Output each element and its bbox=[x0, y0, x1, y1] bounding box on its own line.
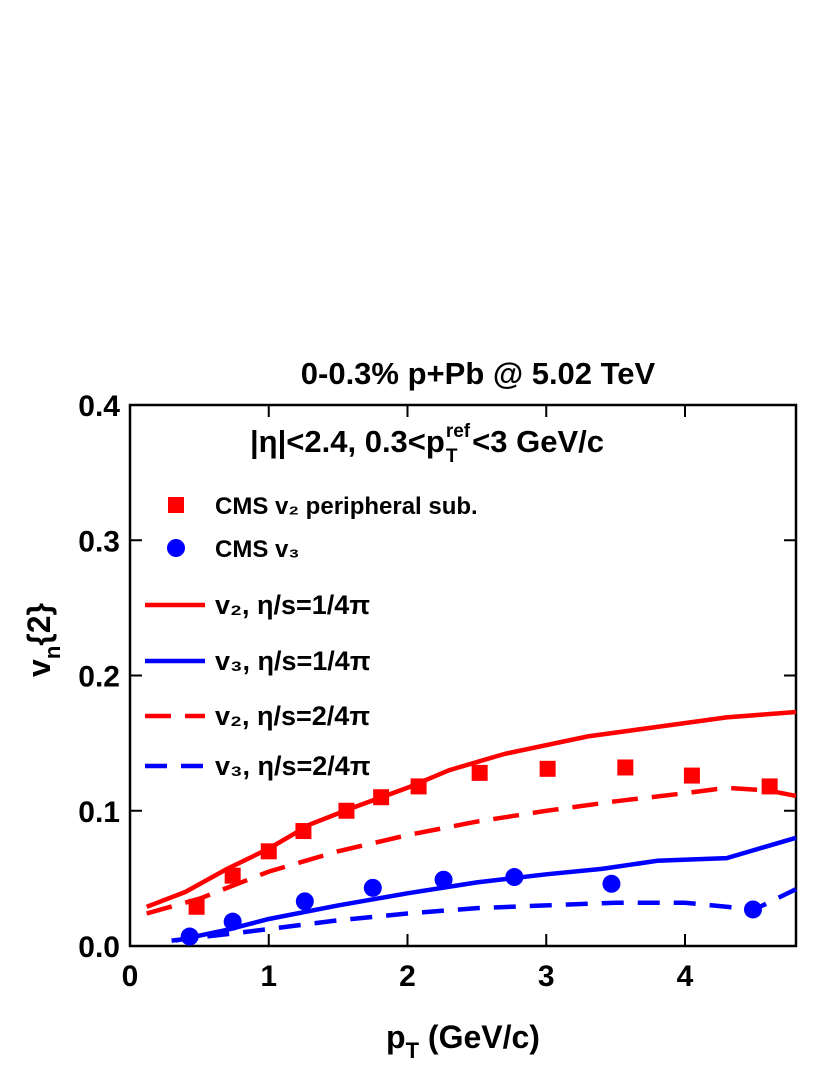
data-point bbox=[617, 759, 634, 776]
y-axis-label: vn{2} bbox=[21, 603, 65, 677]
y-tick-label: 0.3 bbox=[78, 525, 120, 558]
x-tick-label: 3 bbox=[538, 960, 555, 993]
y-tick-label: 0.2 bbox=[78, 661, 120, 694]
data-point bbox=[295, 892, 314, 911]
chart-title: 0-0.3% p+Pb @ 5.02 TeV bbox=[301, 356, 656, 391]
x-label-part: (GeV/c) bbox=[419, 1019, 540, 1055]
x-tick-label: 2 bbox=[399, 960, 416, 993]
data-point bbox=[363, 878, 382, 897]
annotation-sup: ref bbox=[446, 421, 471, 442]
annotation: <3 GeV/c bbox=[472, 424, 604, 459]
y-label-sub: n bbox=[40, 646, 65, 659]
annotation: |η|<2.4, 0.3<p bbox=[250, 424, 445, 459]
legend-label: CMS v₂ peripheral sub. bbox=[215, 493, 478, 520]
y-label-part: v bbox=[21, 659, 57, 677]
y-tick-label: 0.0 bbox=[78, 931, 120, 964]
legend-marker bbox=[167, 539, 185, 557]
y-tick-label: 0.4 bbox=[78, 390, 120, 423]
x-tick-label: 1 bbox=[260, 960, 277, 993]
legend-marker bbox=[168, 497, 184, 513]
data-line bbox=[145, 709, 797, 909]
data-point bbox=[224, 867, 241, 884]
y-label-part: {2} bbox=[21, 603, 57, 646]
legend-label: v₃, η/s=1/4π bbox=[215, 646, 371, 676]
plot-frame bbox=[128, 403, 798, 948]
data-point bbox=[434, 870, 453, 889]
data-point bbox=[539, 760, 556, 777]
data-point bbox=[471, 764, 488, 781]
x-axis-label: pT (GeV/c) bbox=[386, 1019, 540, 1063]
legend-label: v₂, η/s=2/4π bbox=[215, 701, 370, 731]
x-label-part: p bbox=[386, 1019, 406, 1055]
legend-label: v₂, η/s=1/4π bbox=[215, 590, 370, 620]
legend-label: CMS v₃ bbox=[215, 536, 299, 563]
data-line bbox=[146, 785, 797, 916]
legend-label: v₃, η/s=2/4π bbox=[215, 751, 371, 781]
x-tick-label: 0 bbox=[122, 960, 139, 993]
data-point bbox=[602, 874, 621, 893]
x-tick-label: 4 bbox=[677, 960, 694, 993]
annotation-sub: T bbox=[446, 446, 458, 467]
y-tick-label: 0.1 bbox=[78, 796, 120, 829]
data-line bbox=[175, 835, 797, 943]
data-line bbox=[171, 887, 797, 943]
data-point bbox=[683, 767, 700, 784]
x-label-sub: T bbox=[406, 1038, 420, 1063]
